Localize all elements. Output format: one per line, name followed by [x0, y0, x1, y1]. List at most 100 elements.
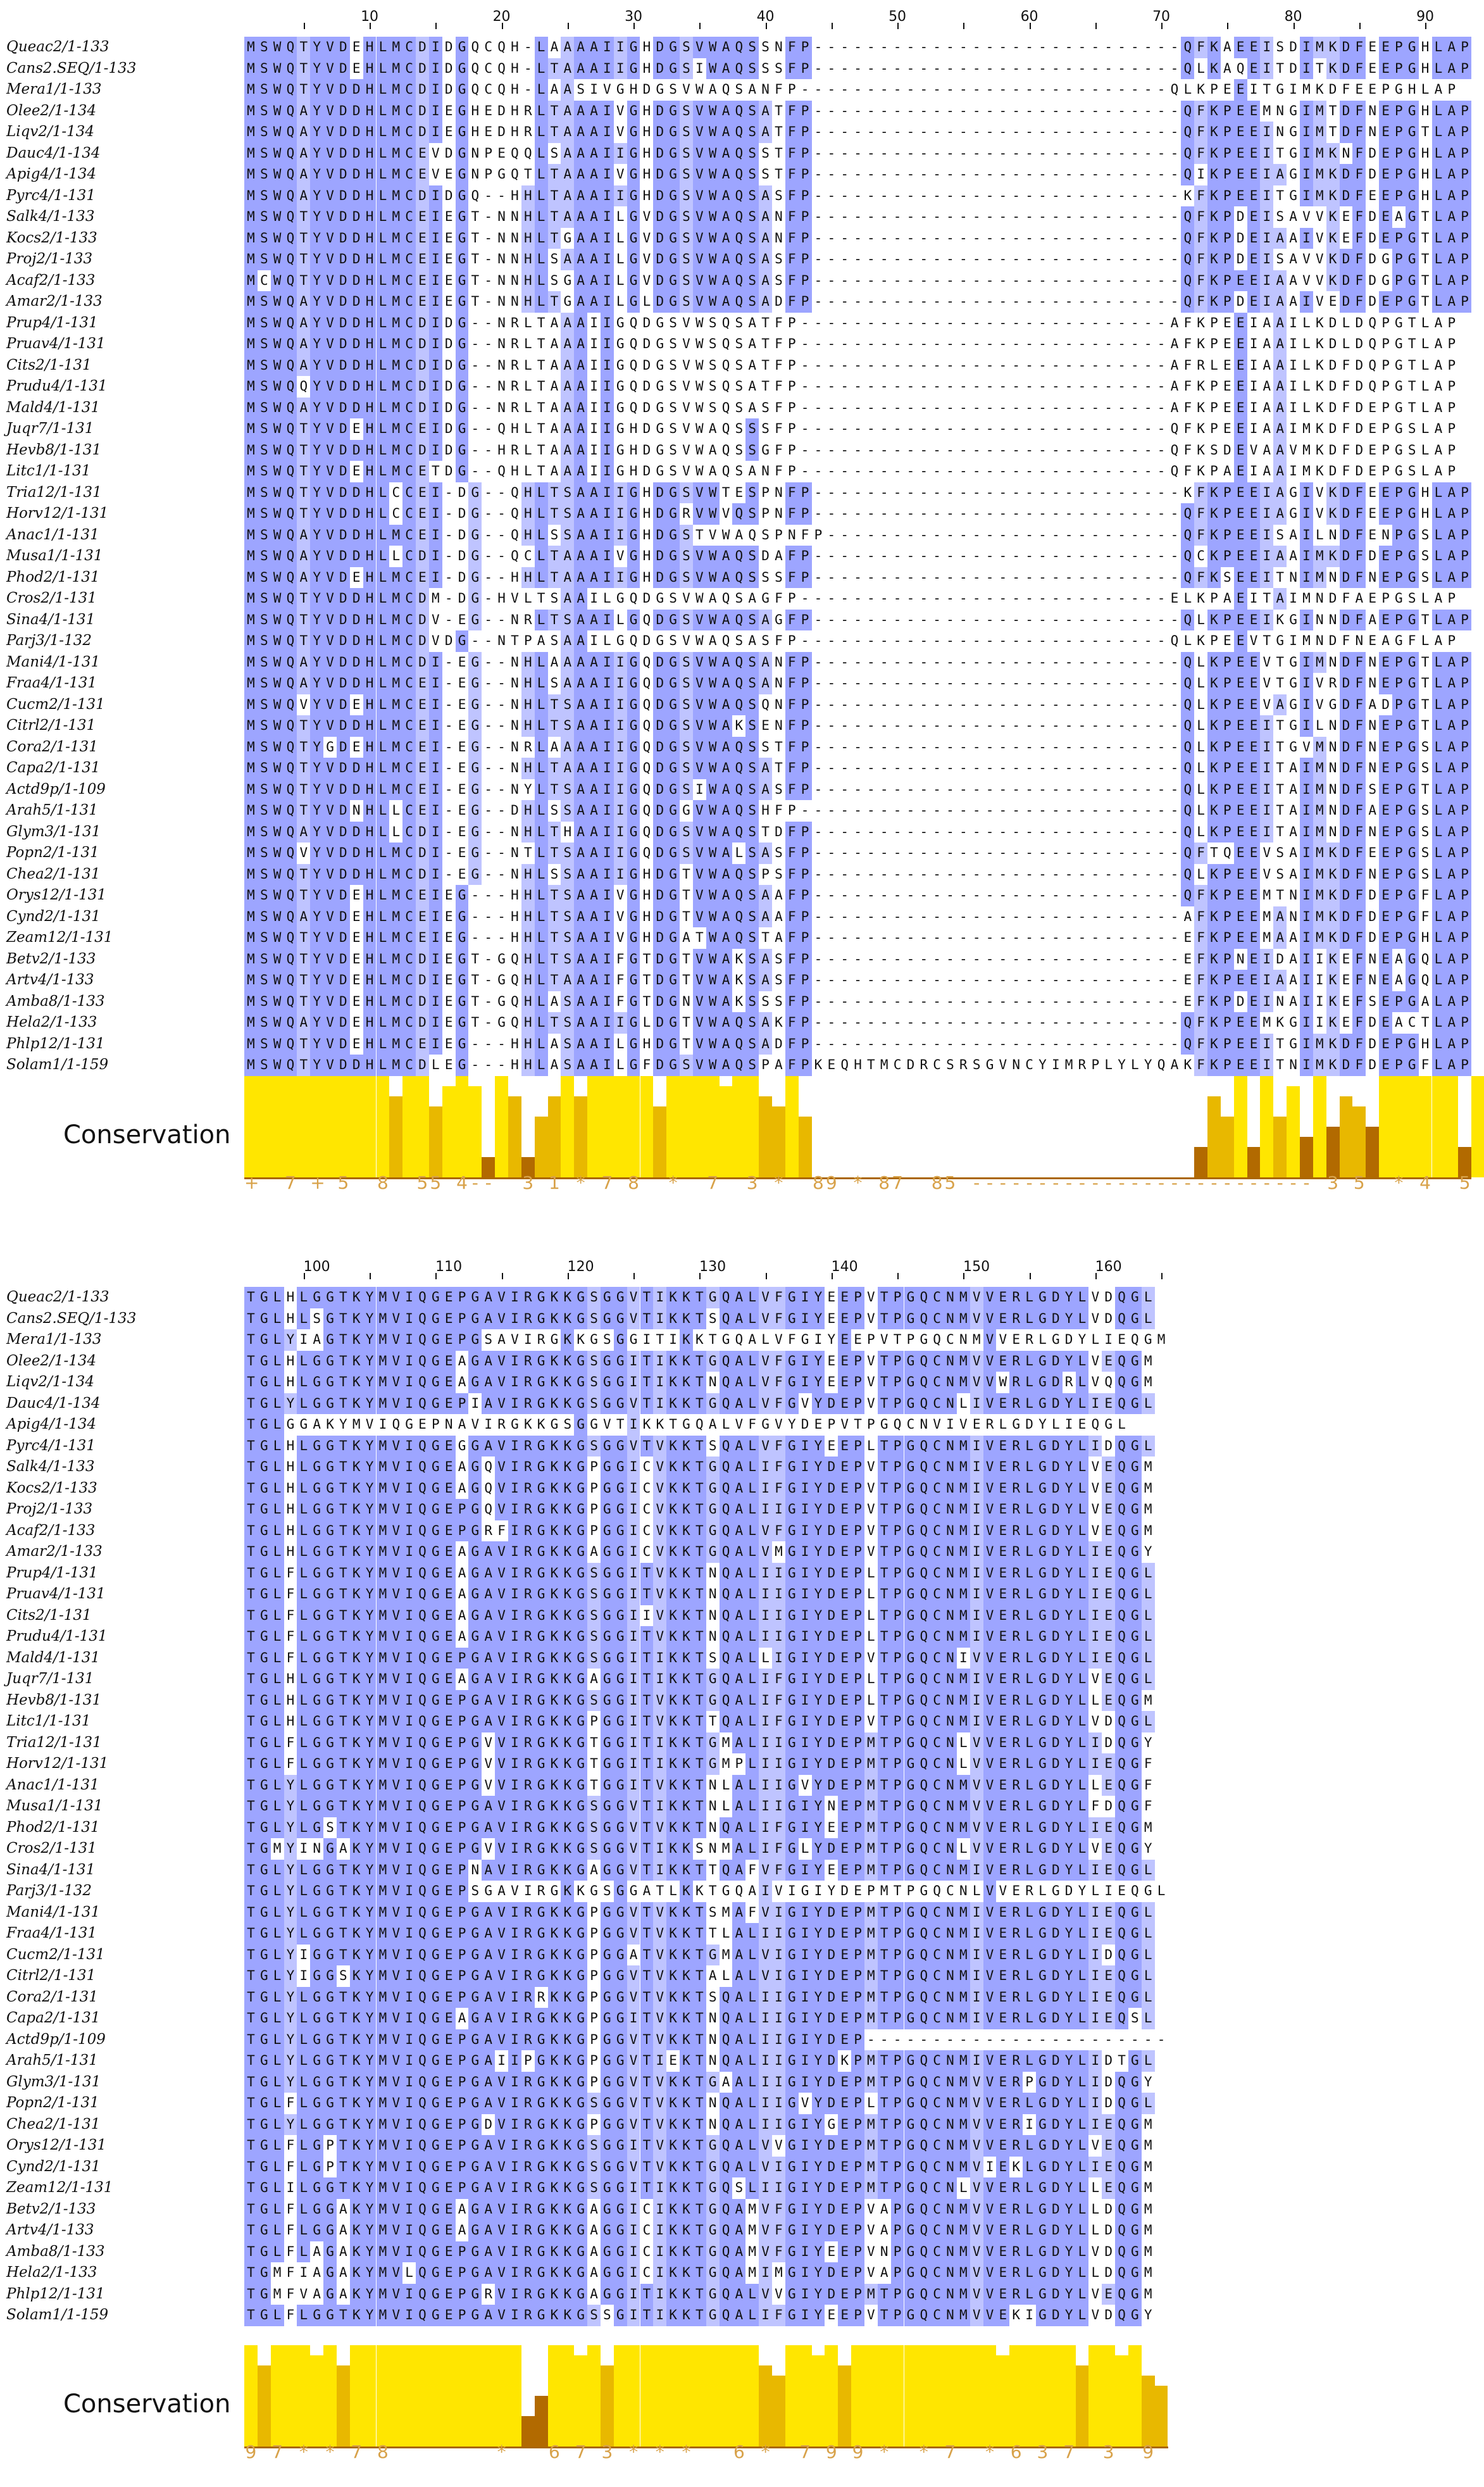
- sequence-name[interactable]: Chea2/1-131: [6, 864, 100, 886]
- sequence-name[interactable]: Hevb8/1-131: [6, 440, 101, 461]
- sequence-name[interactable]: Horv12/1-131: [6, 503, 108, 525]
- sequence-name[interactable]: Pruav4/1-131: [6, 334, 106, 355]
- sequence-name[interactable]: Amar2/1-133: [6, 1541, 103, 1563]
- sequence-name[interactable]: Juqr7/1-131: [6, 418, 94, 440]
- sequence-name[interactable]: Amba8/1-133: [6, 991, 105, 1013]
- sequence-name[interactable]: Cora2/1-131: [6, 1987, 98, 2008]
- sequence-name[interactable]: Liqv2/1-134: [6, 122, 94, 143]
- sequence-name[interactable]: Capa2/1-131: [6, 2008, 100, 2029]
- sequence-name[interactable]: Juqr7/1-131: [6, 1669, 94, 1690]
- residue: N: [772, 673, 785, 694]
- sequence-name[interactable]: Litc1/1-131: [6, 461, 90, 482]
- sequence-name[interactable]: Hela2/1-133: [6, 2262, 97, 2284]
- sequence-name[interactable]: Fraa4/1-131: [6, 673, 97, 694]
- sequence-name[interactable]: Apig4/1-134: [6, 164, 96, 185]
- sequence-name[interactable]: Betv2/1-133: [6, 2199, 96, 2221]
- sequence-name[interactable]: Citrl2/1-131: [6, 1965, 96, 1987]
- sequence-name[interactable]: Anac1/1-131: [6, 525, 99, 546]
- sequence-name[interactable]: Musa1/1-131: [6, 1796, 103, 1817]
- sequence-name[interactable]: Glym3/1-131: [6, 822, 101, 843]
- sequence-name[interactable]: Mani4/1-131: [6, 1902, 100, 1924]
- sequence-name[interactable]: Artv4/1-133: [6, 970, 94, 991]
- sequence-name[interactable]: Mald4/1-131: [6, 398, 100, 419]
- residue: T: [1419, 270, 1432, 292]
- sequence-name[interactable]: Litc1/1-131: [6, 1711, 90, 1732]
- sequence-name[interactable]: Artv4/1-133: [6, 2220, 94, 2241]
- sequence-name[interactable]: Olee2/1-134: [6, 1351, 96, 1372]
- sequence-name[interactable]: Olee2/1-134: [6, 101, 96, 122]
- sequence-name[interactable]: Pyrc4/1-131: [6, 185, 96, 207]
- sequence-name[interactable]: Musa1/1-131: [6, 546, 103, 567]
- sequence-name[interactable]: Zeam12/1-131: [6, 2177, 113, 2199]
- sequence-name[interactable]: Citrl2/1-131: [6, 715, 96, 737]
- sequence-name[interactable]: Orys12/1-131: [6, 885, 106, 906]
- sequence-name[interactable]: Queac2/1-133: [6, 1287, 109, 1308]
- sequence-name[interactable]: Cits2/1-131: [6, 1605, 92, 1627]
- sequence-name[interactable]: Glym3/1-131: [6, 2072, 101, 2093]
- sequence-name[interactable]: Horv12/1-131: [6, 1753, 108, 1775]
- sequence-name[interactable]: Chea2/1-131: [6, 2114, 100, 2136]
- sequence-name[interactable]: Cits2/1-131: [6, 355, 92, 377]
- sequence-name[interactable]: Mald4/1-131: [6, 1648, 100, 1669]
- sequence-name[interactable]: Zeam12/1-131: [6, 927, 113, 949]
- sequence-name[interactable]: Prup4/1-131: [6, 313, 98, 334]
- sequence-name[interactable]: Liqv2/1-134: [6, 1372, 94, 1393]
- sequence-name[interactable]: Actd9p/1-109: [6, 2029, 106, 2051]
- sequence-name[interactable]: Amba8/1-133: [6, 2241, 105, 2263]
- sequence-name[interactable]: Anac1/1-131: [6, 1775, 99, 1796]
- sequence-name[interactable]: Mera1/1-133: [6, 1329, 102, 1351]
- sequence-name[interactable]: Phod2/1-131: [6, 567, 100, 589]
- sequence-name[interactable]: Prudu4/1-131: [6, 1626, 108, 1648]
- sequence-name[interactable]: Cynd2/1-131: [6, 2157, 101, 2178]
- sequence-name[interactable]: Betv2/1-133: [6, 949, 96, 970]
- sequence-name[interactable]: Solam1/1-159: [6, 1055, 108, 1076]
- sequence-name[interactable]: Actd9p/1-109: [6, 779, 106, 801]
- sequence-name[interactable]: Queac2/1-133: [6, 37, 109, 58]
- sequence-name[interactable]: Amar2/1-133: [6, 291, 103, 313]
- sequence-name[interactable]: Pyrc4/1-131: [6, 1436, 96, 1457]
- sequence-name[interactable]: Phod2/1-131: [6, 1817, 100, 1839]
- sequence-name[interactable]: Acaf2/1-133: [6, 270, 95, 292]
- sequence-name[interactable]: Capa2/1-131: [6, 758, 100, 779]
- sequence-name[interactable]: Hevb8/1-131: [6, 1690, 101, 1712]
- sequence-name[interactable]: Proj2/1-133: [6, 249, 92, 270]
- sequence-name[interactable]: Kocs2/1-133: [6, 1478, 97, 1500]
- sequence-name[interactable]: Dauc4/1-134: [6, 1393, 101, 1415]
- sequence-name[interactable]: Cucm2/1-131: [6, 1945, 105, 1966]
- sequence-name[interactable]: Proj2/1-133: [6, 1499, 92, 1520]
- sequence-name[interactable]: Phlp12/1-131: [6, 2284, 105, 2305]
- sequence-name[interactable]: Acaf2/1-133: [6, 1520, 95, 1542]
- sequence-name[interactable]: Mera1/1-133: [6, 79, 102, 101]
- sequence-name[interactable]: Cans2.SEQ/1-133: [6, 58, 136, 80]
- sequence-name[interactable]: Cros2/1-131: [6, 1838, 97, 1860]
- sequence-name[interactable]: Prudu4/1-131: [6, 376, 108, 398]
- sequence-name[interactable]: Sina4/1-131: [6, 610, 95, 631]
- sequence-name[interactable]: Cynd2/1-131: [6, 906, 101, 928]
- sequence-name[interactable]: Salk4/1-133: [6, 1456, 94, 1478]
- sequence-name[interactable]: Prup4/1-131: [6, 1563, 98, 1584]
- sequence-name[interactable]: Tria12/1-131: [6, 1732, 102, 1754]
- sequence-name[interactable]: Phlp12/1-131: [6, 1034, 105, 1055]
- sequence-name[interactable]: Sina4/1-131: [6, 1860, 95, 1881]
- sequence-name[interactable]: Parj3/1-132: [6, 1881, 92, 1902]
- sequence-name[interactable]: Mani4/1-131: [6, 652, 100, 673]
- sequence-name[interactable]: Salk4/1-133: [6, 206, 94, 228]
- sequence-name[interactable]: Popn2/1-131: [6, 2093, 99, 2114]
- sequence-name[interactable]: Dauc4/1-134: [6, 143, 101, 165]
- sequence-name[interactable]: Tria12/1-131: [6, 482, 102, 504]
- sequence-name[interactable]: Kocs2/1-133: [6, 228, 97, 249]
- sequence-name[interactable]: Cora2/1-131: [6, 737, 98, 758]
- sequence-name[interactable]: Solam1/1-159: [6, 2305, 108, 2326]
- sequence-name[interactable]: Arah5/1-131: [6, 2050, 98, 2072]
- sequence-name[interactable]: Popn2/1-131: [6, 843, 99, 864]
- sequence-name[interactable]: Fraa4/1-131: [6, 1923, 97, 1945]
- sequence-name[interactable]: Hela2/1-133: [6, 1012, 97, 1034]
- sequence-name[interactable]: Pruav4/1-131: [6, 1584, 106, 1605]
- sequence-name[interactable]: Apig4/1-134: [6, 1414, 96, 1436]
- sequence-name[interactable]: Orys12/1-131: [6, 2135, 106, 2157]
- sequence-name[interactable]: Parj3/1-132: [6, 630, 92, 652]
- sequence-name[interactable]: Arah5/1-131: [6, 800, 98, 822]
- sequence-name[interactable]: Cucm2/1-131: [6, 694, 105, 716]
- sequence-name[interactable]: Cros2/1-131: [6, 588, 97, 610]
- sequence-name[interactable]: Cans2.SEQ/1-133: [6, 1308, 136, 1330]
